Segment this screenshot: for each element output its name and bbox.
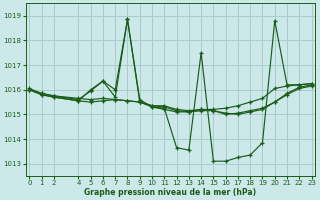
X-axis label: Graphe pression niveau de la mer (hPa): Graphe pression niveau de la mer (hPa) bbox=[84, 188, 257, 197]
